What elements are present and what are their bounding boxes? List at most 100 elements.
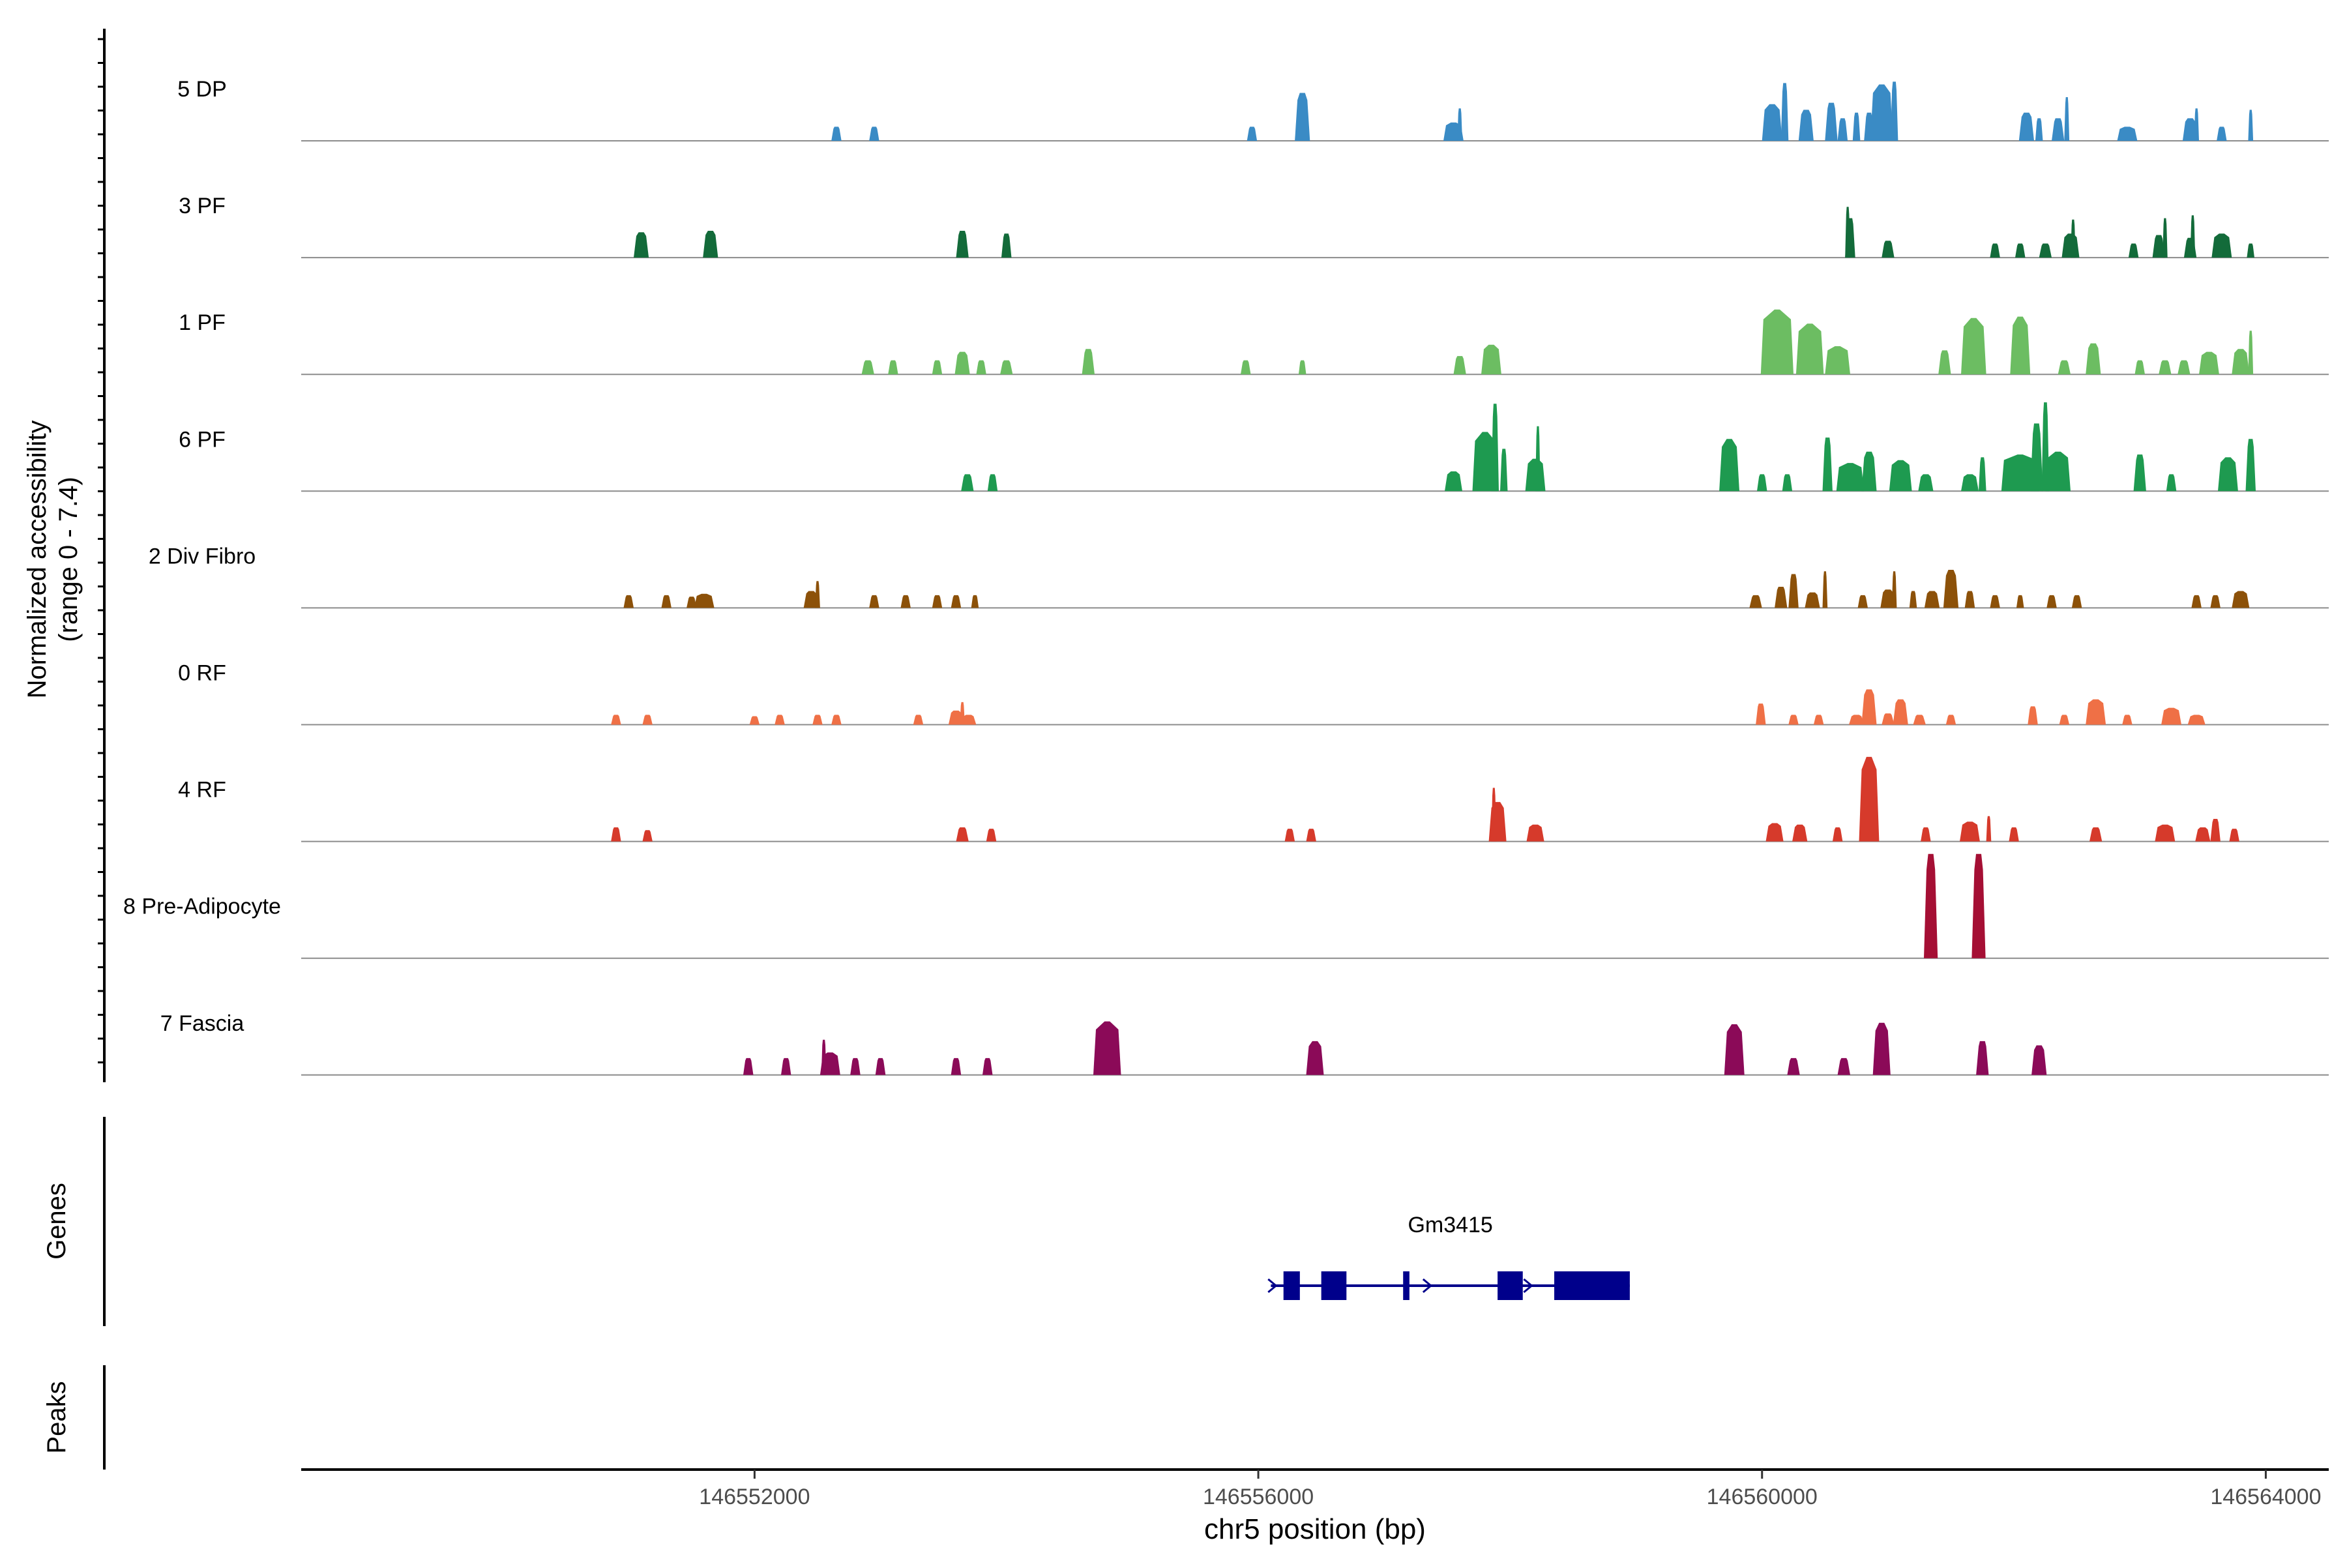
- coverage-peak: [1971, 853, 1986, 958]
- coverage-peak: [1882, 241, 1895, 258]
- coverage-peak: [1295, 93, 1310, 141]
- coverage-peak: [803, 591, 819, 608]
- coverage-peak: [2177, 360, 2191, 375]
- coverage-peak: [875, 1058, 886, 1075]
- coverage-peak: [1880, 589, 1896, 608]
- coverage-peak: [1832, 827, 1843, 842]
- coverage-peak: [2086, 699, 2106, 725]
- coverage-peak: [775, 715, 785, 725]
- coverage-peak: [1961, 318, 1986, 375]
- coverage-peak: [1526, 824, 1544, 842]
- coverage-peak: [611, 715, 621, 725]
- coverage-peak: [623, 595, 634, 608]
- coverage-peak: [1837, 118, 1848, 141]
- coverage-peak: [1825, 102, 1838, 141]
- coverage-peak: [1788, 574, 1799, 608]
- coverage-peak: [1780, 83, 1789, 141]
- coverage-peak: [1859, 756, 1880, 842]
- coverage-peak: [1306, 829, 1316, 842]
- coverage-peak: [1284, 829, 1295, 842]
- coverage-peak: [2086, 343, 2101, 375]
- coverage-peak: [1976, 1041, 1989, 1075]
- coverage-peak: [2117, 126, 2138, 141]
- coverage-peak: [1909, 591, 1917, 608]
- coverage-peak: [2211, 233, 2232, 258]
- coverage-peak: [1890, 81, 1898, 141]
- track-8: 7 Fascia: [160, 1011, 2329, 1076]
- coverage-peak: [1822, 437, 1833, 492]
- coverage-peak: [1924, 591, 1940, 608]
- coverage-peak: [1805, 592, 1820, 608]
- coverage-peak: [1938, 350, 1951, 375]
- coverage-peak: [2071, 595, 2082, 608]
- coverage-peak: [1979, 457, 1986, 492]
- coverage-peak: [2031, 1045, 2047, 1075]
- coverage-peak: [1306, 1041, 1324, 1075]
- coverage-peak: [2190, 215, 2196, 258]
- coverage-peak: [812, 715, 823, 725]
- coverage-peak: [2045, 451, 2071, 492]
- coverage-peak: [1093, 1021, 1121, 1075]
- track-1: 3 PF: [179, 194, 2329, 259]
- coverage-peak: [1924, 853, 1938, 958]
- coverage-peak: [1825, 346, 1850, 375]
- coverage-peak: [1775, 587, 1788, 608]
- coverage-peak: [1760, 309, 1793, 375]
- coverage-peak: [1798, 110, 1814, 141]
- coverage-tracks: 5 DP 3 PF 1 PF 6 PF 2 Div Fibro 0 RF 4 RF 8 Pre…: [123, 77, 2329, 1076]
- gene-exon: [1554, 1271, 1630, 1300]
- coverage-peak: [1491, 404, 1499, 492]
- genes-panel: Genes Gm3415: [42, 1117, 1630, 1326]
- coverage-peak: [1719, 439, 1739, 492]
- coverage-peak: [961, 715, 977, 725]
- track-label: 0 RF: [178, 661, 226, 686]
- genes-panel-label: Genes: [42, 1183, 71, 1260]
- track-label: 1 PF: [179, 310, 226, 335]
- coverage-peak: [932, 360, 943, 375]
- track-7: 8 Pre-Adipocyte: [123, 853, 2329, 959]
- coverage-peak: [1298, 360, 1306, 375]
- coverage-peak: [951, 595, 962, 608]
- coverage-peak: [1481, 344, 1501, 375]
- coverage-peak: [815, 581, 820, 608]
- coverage-peak: [1893, 699, 1908, 725]
- coverage-peak: [951, 1058, 962, 1075]
- coverage-peak: [1765, 823, 1784, 842]
- strand-arrow: [1422, 1278, 1433, 1294]
- coverage-peak: [982, 1058, 993, 1075]
- coverage-peak: [1861, 689, 1877, 725]
- coverage-peak: [1535, 426, 1541, 492]
- coverage-peak: [1813, 715, 1824, 725]
- track-label: 4 RF: [178, 778, 226, 803]
- coverage-peak: [1782, 474, 1793, 492]
- coverage-peak: [2001, 454, 2039, 492]
- coverage-peak: [1500, 449, 1508, 492]
- coverage-peak: [2159, 360, 2172, 375]
- coverage-peak: [1889, 460, 1912, 492]
- coverage-peak: [1945, 715, 1956, 725]
- coverage-peak: [1857, 595, 1868, 608]
- coverage-peak: [2247, 243, 2254, 258]
- coverage-peak: [1724, 1024, 1745, 1075]
- y-axis-label: Normalized accessibility: [23, 421, 52, 699]
- x-tick-label: 146560000: [1707, 1485, 1818, 1509]
- coverage-peak: [1788, 715, 1799, 725]
- x-axis: 146552000 146556000 146560000 146564000: [301, 1468, 2329, 1509]
- coverage-peak: [2232, 349, 2250, 375]
- coverage-peak: [1472, 432, 1498, 492]
- coverage-peak: [1757, 474, 1767, 492]
- coverage-peak: [1852, 112, 1861, 141]
- coverage-peak: [2058, 360, 2071, 375]
- coverage-peak: [1872, 1022, 1891, 1075]
- coverage-peak: [1921, 827, 1931, 842]
- coverage-peak: [1870, 84, 1893, 141]
- coverage-peak: [2052, 118, 2065, 141]
- coverage-peak: [986, 829, 997, 842]
- coverage-peak: [1457, 108, 1462, 141]
- coverage-peak: [1241, 360, 1251, 375]
- coverage-peak: [703, 231, 718, 258]
- coverage-peak: [913, 715, 924, 725]
- x-tick-label: 146564000: [2210, 1485, 2321, 1509]
- x-tick-label: 146556000: [1203, 1485, 1314, 1509]
- y-axis-label-range: (range 0 - 7.4): [54, 477, 83, 642]
